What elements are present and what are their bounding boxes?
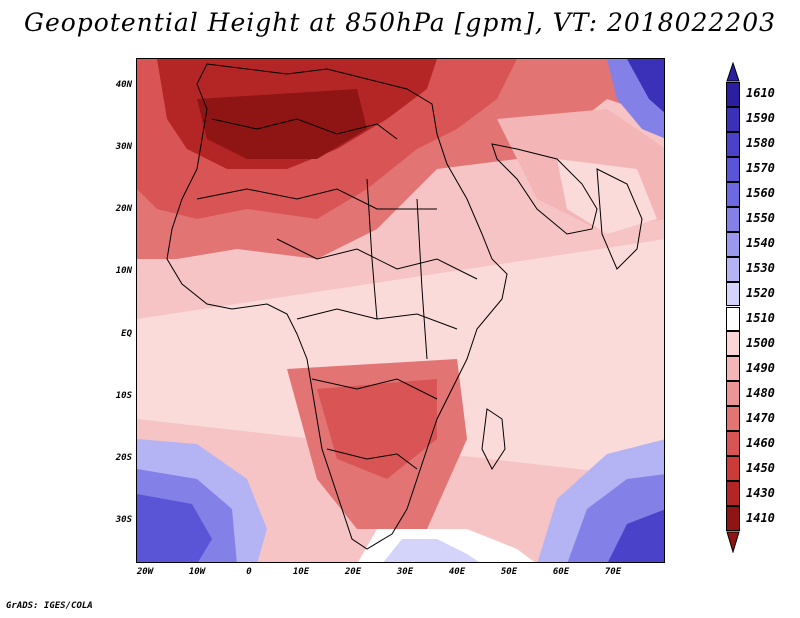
field-se-low-core — [608, 509, 664, 562]
colorbar-swatch — [726, 431, 740, 457]
colorbar-label: 1410 — [746, 510, 775, 525]
lat-tick: 30N — [115, 142, 132, 152]
colorbar-label: 1480 — [746, 385, 775, 400]
africa-coast — [166, 63, 508, 550]
lon-tick: 20E — [344, 567, 362, 577]
lon-tick: 50E — [500, 567, 518, 577]
colorbar-label: 1450 — [746, 460, 775, 475]
lon-tick: 60E — [552, 567, 570, 577]
madagascar-coast — [481, 408, 506, 471]
colorbar-swatch — [726, 82, 740, 107]
lat-tick: 10S — [115, 391, 132, 401]
lon-tick: 20W — [136, 567, 154, 577]
lat-tick: 30S — [115, 515, 132, 525]
colorbar-swatch — [726, 281, 740, 307]
lat-tick: 40N — [115, 80, 132, 90]
lon-tick: 30E — [396, 567, 414, 577]
colorbar-swatch — [726, 231, 740, 257]
arabia-coast — [491, 143, 598, 235]
colorbar-swatch — [726, 256, 740, 282]
colorbar-swatch — [726, 506, 740, 531]
colorbar-label: 1610 — [746, 86, 775, 101]
colorbar-label: 1530 — [746, 261, 775, 276]
colorbar-label: 1500 — [746, 335, 775, 350]
border-7 — [366, 178, 378, 320]
field-arabian-sea — [557, 159, 657, 234]
field-sahara-max — [197, 89, 367, 159]
lat-tick: 20N — [115, 204, 132, 214]
colorbar-label: 1560 — [746, 186, 775, 201]
border-5 — [311, 378, 438, 400]
coastlines — [166, 63, 643, 550]
colorbar-swatch — [726, 481, 740, 507]
border-1 — [211, 118, 398, 140]
colorbar-label: 1470 — [746, 410, 775, 425]
colorbar-label: 1490 — [746, 360, 775, 375]
border-3 — [276, 238, 478, 280]
colorbar-swatch — [726, 331, 740, 357]
border-2 — [196, 188, 437, 210]
field-tropics — [137, 239, 664, 479]
colorbar-label: 1580 — [746, 136, 775, 151]
lon-tick: 0 — [246, 567, 252, 577]
colorbar-label: 1460 — [746, 435, 775, 450]
colorbar-top-arrow — [726, 62, 740, 82]
lon-tick: 70E — [604, 567, 622, 577]
colorbar-swatch — [726, 406, 740, 432]
colorbar-swatch — [726, 131, 740, 157]
lon-tick: 10E — [292, 567, 310, 577]
india-coast — [596, 168, 643, 270]
lat-tick: EQ — [121, 329, 132, 339]
lat-tick: 10N — [115, 266, 132, 276]
colorbar-label: 1590 — [746, 111, 775, 126]
height-field — [137, 59, 664, 562]
map-title: Geopotential Height at 850hPa [gpm], VT:… — [23, 8, 777, 37]
lat-tick: 20S — [115, 453, 132, 463]
field-tibet-core — [627, 59, 664, 113]
colorbar-bottom-arrow — [726, 531, 740, 553]
colorbar-label: 1570 — [746, 161, 775, 176]
border-8 — [416, 198, 428, 360]
field-south-band-blue — [383, 539, 479, 562]
colorbar-label: 1540 — [746, 236, 775, 251]
colorbar-swatch — [726, 356, 740, 382]
colorbar-label: 1510 — [746, 310, 775, 325]
grads-credit: GrADS: IGES/COLA — [6, 601, 93, 611]
field-sw-low-core — [137, 494, 212, 562]
colorbar-swatch — [726, 306, 740, 332]
colorbar-swatch — [726, 456, 740, 482]
colorbar-swatch — [726, 106, 740, 132]
colorbar-swatch — [726, 381, 740, 407]
map-panel — [136, 58, 665, 563]
colorbar-label: 1430 — [746, 485, 775, 500]
colorbar-swatch — [726, 156, 740, 182]
border-6 — [326, 448, 418, 470]
lon-tick: 40E — [448, 567, 466, 577]
colorbar-swatch — [726, 206, 740, 232]
colorbar-label: 1550 — [746, 211, 775, 226]
colorbar-label: 1520 — [746, 286, 775, 301]
colorbar-swatch — [726, 181, 740, 207]
lon-tick: 10W — [188, 567, 206, 577]
